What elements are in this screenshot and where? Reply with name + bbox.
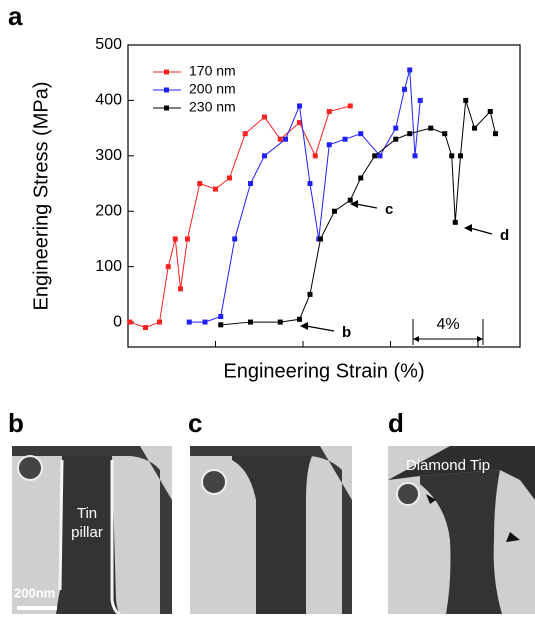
annotation-arrow — [305, 325, 335, 332]
marker — [332, 208, 337, 214]
marker — [248, 181, 253, 187]
y-axis-title: Engineering Stress (MPa) — [30, 82, 52, 311]
marker — [428, 125, 434, 131]
marker — [407, 131, 413, 137]
marker — [232, 236, 238, 242]
marker — [347, 197, 353, 203]
marker — [307, 291, 313, 297]
marker — [165, 264, 171, 270]
marker — [342, 136, 348, 142]
y-tick-label: 200 — [95, 202, 122, 219]
legend-label: 230 nm — [189, 99, 236, 115]
marker — [393, 136, 399, 142]
marker — [178, 286, 183, 292]
marker — [218, 322, 224, 328]
legend-marker — [164, 69, 169, 75]
panel-label: a — [8, 1, 23, 31]
marker — [297, 120, 302, 126]
micrograph-c — [190, 446, 352, 614]
marker — [307, 181, 313, 187]
marker — [227, 175, 232, 181]
y-tick-label: 0 — [113, 313, 122, 330]
marker — [172, 236, 178, 242]
annotation-label: c — [385, 201, 393, 218]
series-line — [129, 105, 351, 329]
marker — [442, 131, 448, 137]
marker — [157, 319, 162, 325]
scale-label: 4% — [436, 316, 459, 333]
marker — [326, 142, 332, 148]
panel-label: d — [388, 408, 404, 438]
annotation-label: d — [500, 227, 509, 244]
marker — [393, 125, 399, 131]
marker — [297, 103, 302, 109]
panel-label: b — [8, 408, 24, 438]
marker — [297, 316, 302, 322]
marker — [283, 136, 288, 142]
marker — [202, 319, 208, 325]
marker — [312, 153, 318, 159]
marker — [347, 103, 353, 109]
marker — [358, 131, 364, 137]
marker — [449, 153, 455, 159]
marker — [326, 108, 332, 114]
marker — [452, 219, 458, 225]
marker — [402, 86, 407, 92]
scale-text: 200nm — [14, 585, 55, 600]
marker — [213, 186, 218, 192]
panel-label: c — [188, 408, 202, 438]
micrograph-b — [12, 446, 172, 616]
marker — [277, 136, 283, 142]
legend-marker — [164, 87, 169, 93]
marker — [197, 181, 203, 187]
y-tick-label: 100 — [95, 258, 122, 275]
micrograph-d — [388, 446, 535, 614]
arrow-head — [464, 224, 472, 232]
marker — [412, 153, 418, 159]
marker — [472, 125, 477, 131]
annotation-arrow — [469, 227, 493, 235]
annotation-arrow — [355, 203, 378, 209]
marker — [262, 114, 267, 120]
marker — [487, 108, 493, 114]
marker — [372, 153, 378, 159]
plot-frame — [127, 44, 521, 348]
y-tick-label: 500 — [95, 36, 122, 53]
marker — [185, 236, 190, 242]
marker — [417, 97, 423, 103]
marker — [493, 131, 498, 137]
y-tick-label: 300 — [95, 147, 122, 164]
marker — [277, 319, 283, 325]
marker — [463, 97, 469, 103]
marker — [377, 153, 383, 159]
y-tick-label: 400 — [95, 92, 122, 109]
image-label: Diamond Tip — [406, 457, 490, 474]
annotation-label: b — [342, 324, 351, 341]
marker — [358, 175, 364, 181]
arrow-head — [300, 322, 308, 330]
marker — [186, 319, 192, 325]
x-axis-title: Engineering Strain (%) — [223, 360, 424, 382]
marker — [248, 319, 253, 325]
marker — [458, 153, 463, 159]
marker — [318, 236, 323, 242]
marker — [262, 153, 267, 159]
marker — [127, 319, 133, 325]
marker — [218, 314, 224, 320]
legend-label: 200 nm — [189, 81, 236, 97]
arrow-head — [350, 200, 358, 208]
image-label: pillar — [71, 524, 103, 541]
legend-label: 170 nm — [189, 63, 236, 79]
image-label: Tin — [77, 505, 97, 522]
legend-marker — [164, 105, 169, 111]
marker — [242, 131, 248, 137]
marker — [143, 325, 148, 331]
marker — [407, 67, 413, 73]
